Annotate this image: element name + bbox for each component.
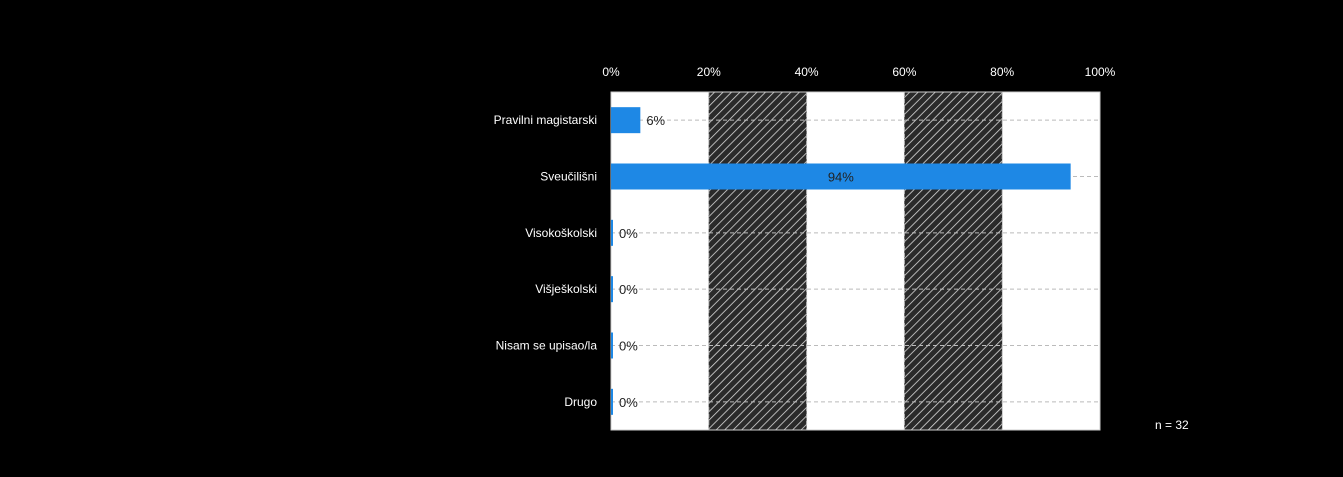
value-labels: 6% 94% 0% 0% 0% 0%	[619, 113, 854, 410]
plot-band	[904, 92, 1003, 430]
value-label: 0%	[619, 226, 638, 241]
x-tick-label: 100%	[1085, 65, 1116, 79]
x-tick-label: 60%	[892, 65, 916, 79]
category-label: Višješkolski	[535, 282, 597, 296]
x-tick-label: 0%	[602, 65, 620, 79]
category-label: Sveučilišni	[540, 170, 597, 184]
bars	[611, 107, 1071, 415]
plot-border	[610, 91, 1101, 431]
category-labels: Pravilni magistarski Sveučilišni Visokoško…	[494, 113, 598, 409]
value-label: 94%	[828, 170, 854, 185]
category-label: Pravilni magistarski	[494, 113, 597, 127]
value-label: 0%	[619, 395, 638, 410]
x-axis-ticks: 0% 20% 40% 60% 80% 100%	[602, 65, 1115, 79]
x-tick-label: 40%	[795, 65, 819, 79]
bar	[611, 276, 613, 303]
plot-bands	[611, 92, 1100, 430]
plot-band	[806, 92, 905, 430]
x-tick-label: 20%	[697, 65, 721, 79]
value-label: 0%	[619, 282, 638, 297]
bar	[611, 388, 613, 415]
sample-size-annotation: n = 32	[1155, 418, 1189, 432]
category-label: Visokoškolski	[525, 226, 597, 240]
bar	[611, 332, 613, 359]
category-label: Nisam se upisao/la	[496, 339, 598, 353]
plot-band	[611, 92, 709, 430]
bar	[611, 163, 1071, 190]
bar	[611, 219, 613, 246]
x-tick-label: 80%	[990, 65, 1014, 79]
plot-band	[1002, 92, 1100, 430]
category-label: Drugo	[564, 395, 597, 409]
value-label: 6%	[646, 113, 665, 128]
bar	[611, 107, 641, 134]
plot-band	[708, 92, 807, 430]
value-label: 0%	[619, 339, 638, 354]
